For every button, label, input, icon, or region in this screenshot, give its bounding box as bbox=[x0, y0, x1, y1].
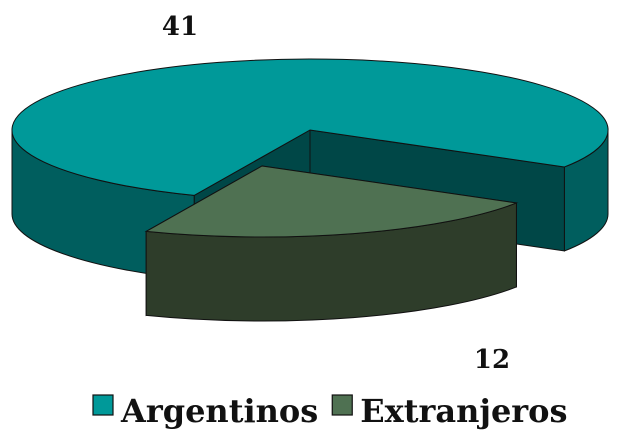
data-label-argentinos: 41 bbox=[162, 12, 198, 42]
legend: Argentinos Extranjeros bbox=[92, 392, 568, 430]
legend-swatch-extranjeros bbox=[331, 394, 353, 416]
data-labels: 41 12 bbox=[162, 12, 510, 375]
legend-label-extranjeros: Extranjeros bbox=[360, 392, 567, 430]
data-label-extranjeros: 12 bbox=[474, 345, 510, 375]
slice-top-argentinos bbox=[11, 58, 609, 196]
legend-label-argentinos: Argentinos bbox=[120, 392, 318, 430]
legend-entry-argentinos: Argentinos bbox=[92, 392, 318, 430]
legend-swatch-argentinos bbox=[92, 394, 114, 416]
legend-entry-extranjeros: Extranjeros bbox=[331, 392, 568, 430]
slice-top-extranjeros bbox=[144, 165, 519, 238]
pie-slices bbox=[11, 58, 609, 322]
pie-slice-extranjeros bbox=[144, 165, 519, 322]
